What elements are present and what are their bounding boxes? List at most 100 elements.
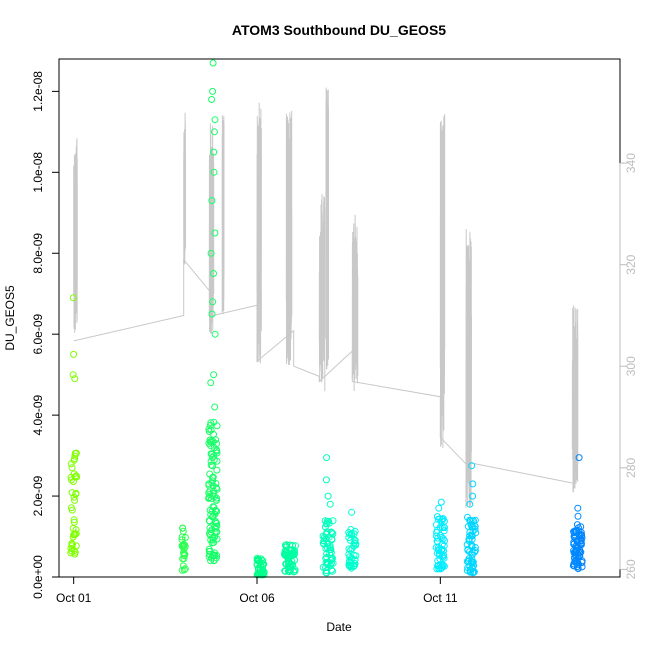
secondary-burst-7 [325,87,329,370]
point-2-99 [209,482,217,490]
point-4-35 [283,541,291,549]
point-5-53 [323,553,331,561]
point-4-24 [282,552,290,560]
secondary-burst-1 [183,112,186,265]
point-4-26 [284,567,292,575]
y-tick-label-0: 0.0e+00 [31,555,45,599]
y-tick-label-5: 1.0e-08 [31,152,45,193]
point-2-84 [205,494,213,502]
point-8-high-1 [469,492,477,500]
point-9-56 [571,557,579,565]
point-9-65 [569,562,577,570]
point-0-39 [71,452,79,460]
point-2-high-4 [208,310,216,318]
point-0-38 [70,493,78,501]
x-axis-label: Date [326,620,352,634]
point-2-high-8 [211,229,219,237]
point-2-86 [213,457,221,465]
point-7-54 [441,537,448,545]
point-5-high-1 [324,492,332,500]
point-7-44 [438,540,446,548]
point-0-27 [72,489,80,497]
point-0-36 [70,530,78,538]
point-8-20 [470,569,478,576]
point-2-92 [205,480,213,488]
point-0-high-2 [70,350,78,358]
point-6-36 [352,552,360,560]
point-5-high-3 [323,454,331,462]
point-4-54 [289,549,297,557]
point-2-97 [211,528,219,536]
point-2-105 [209,473,217,481]
point-5-high-0 [326,500,334,508]
point-2-high-14 [208,96,216,103]
point-1-24 [181,550,189,558]
point-0-high-1 [69,371,77,379]
point-2-109 [209,534,217,542]
point-2-108 [210,557,218,565]
point-2-high-9 [208,197,216,205]
point-8-48 [463,567,471,574]
point-2-100 [207,426,215,434]
point-2-high-5 [209,298,217,306]
point-6-38 [352,541,360,549]
point-3-36 [253,557,261,564]
point-9-60 [571,548,579,556]
point-2-high-10 [210,168,218,176]
point-2-high-3 [211,330,219,338]
point-1-15 [180,540,188,548]
point-9-high-1 [574,504,582,512]
point-7-42 [438,517,446,525]
point-2-82 [213,494,220,502]
point-2-95 [207,511,215,518]
point-8-58 [468,531,476,539]
point-2-59 [207,461,215,469]
point-0-37 [72,542,80,550]
point-3-37 [260,568,268,576]
point-5-54 [326,561,334,569]
y-tick-label-1: 2.0e-09 [31,475,45,516]
point-6-32 [345,561,353,569]
y-tick-label-3: 6.0e-09 [31,314,45,355]
point-2-high-13 [211,116,219,124]
x-tick-label-2: Oct 11 [423,591,458,605]
point-9-64 [577,523,585,531]
secondary-burst-0 [73,138,78,333]
x-tick-label-1: Oct 06 [239,591,275,605]
point-1-18 [178,542,186,550]
point-5-42 [326,546,334,554]
point-2-103 [211,549,219,557]
point-0-11 [69,541,76,548]
point-2-85 [207,419,215,427]
y2-tick-label-3: 320 [624,254,638,274]
point-7-52 [434,561,442,569]
point-4-52 [286,562,293,570]
x-tick-label-0: Oct 01 [56,591,92,605]
point-6-20 [347,564,355,572]
point-2-72 [206,436,214,444]
point-6-high-0 [348,508,356,516]
point-7-25 [439,561,447,569]
plot-frame [58,58,621,578]
point-5-33 [328,535,336,543]
point-0-9 [70,516,78,524]
point-7-33 [433,565,441,573]
point-8-57 [468,541,476,549]
point-6-35 [345,534,353,542]
point-2-90 [208,454,216,461]
y2-tick-label-1: 280 [624,457,638,477]
point-7-53 [439,553,447,561]
point-8-59 [470,568,478,576]
point-2-77 [211,523,218,531]
point-9-68 [577,539,585,547]
point-0-25 [68,464,76,472]
point-5-high-2 [322,476,330,484]
point-2-107 [212,524,220,532]
point-2-high-12 [210,128,218,136]
point-4-27 [290,568,298,576]
point-8-46 [469,559,477,567]
point-2-79 [213,535,221,543]
point-0-21 [71,496,79,504]
point-2-high-11 [210,148,218,156]
point-9-67 [575,527,583,535]
